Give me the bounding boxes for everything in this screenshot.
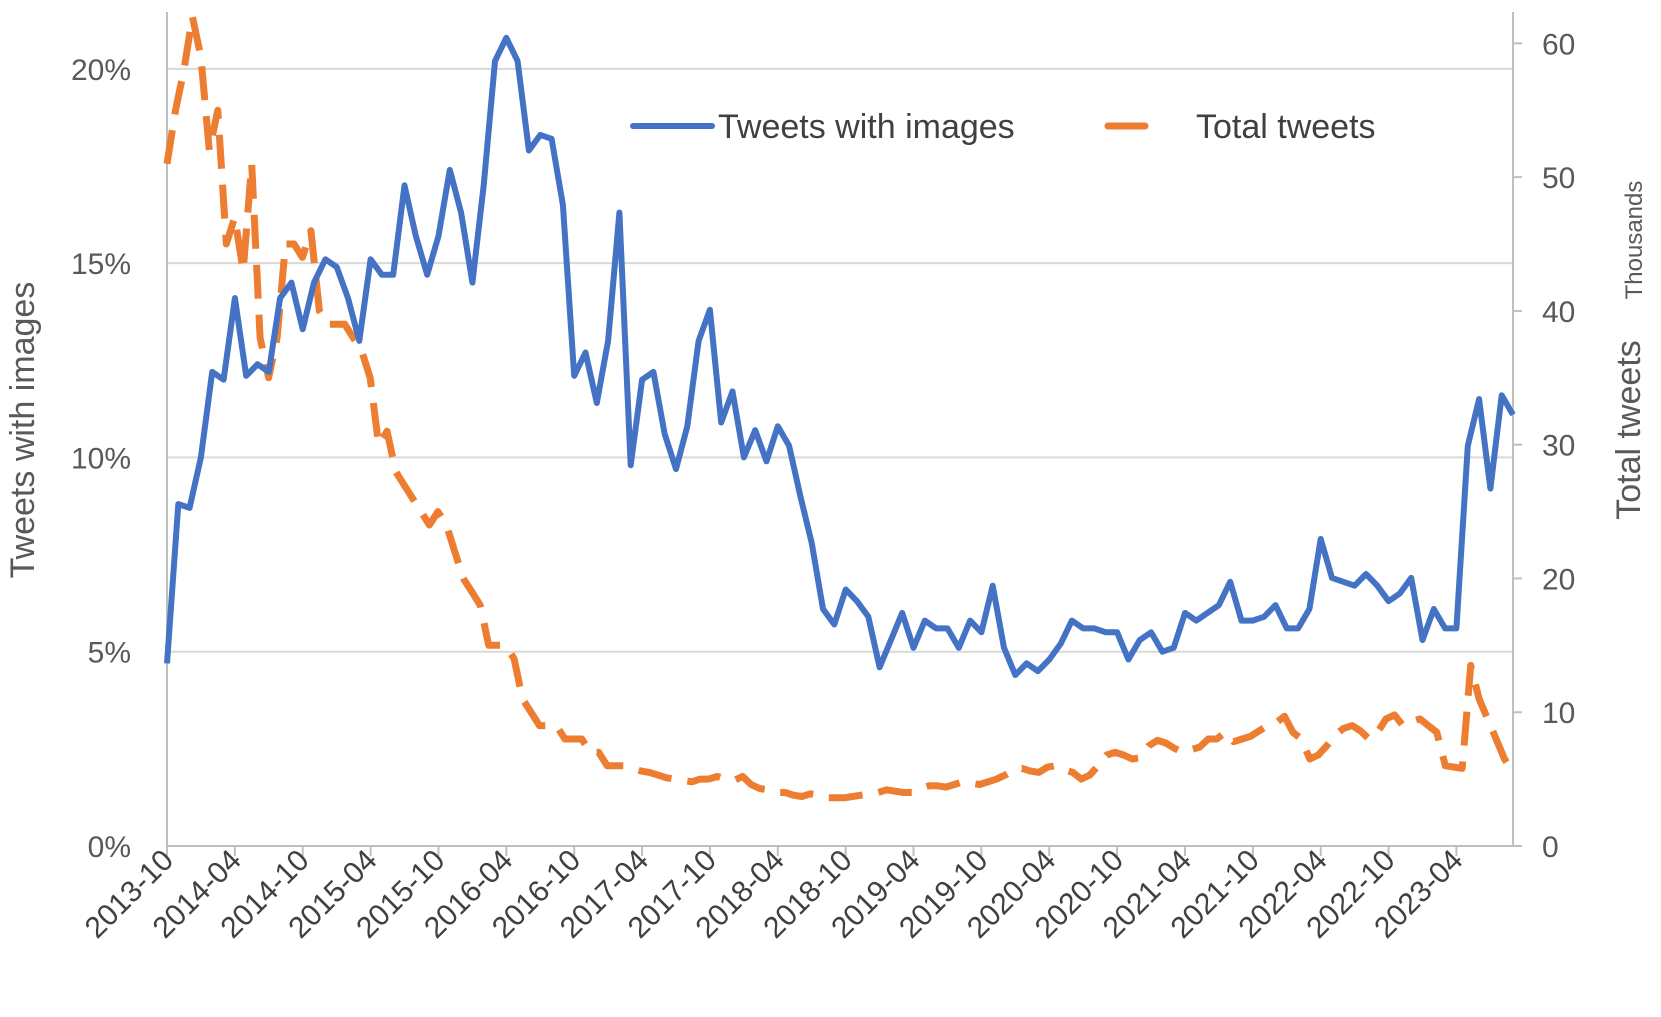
right-tick-label: 0 xyxy=(1542,831,1559,864)
left-tick-label: 10% xyxy=(71,442,131,475)
legend: Tweets with images Total tweets xyxy=(630,108,1376,146)
left-tick-label: 20% xyxy=(71,54,131,87)
right-axis-ticks: 0 10 20 30 40 50 60 xyxy=(1513,28,1575,864)
x-axis-ticks: 2013-102014-042014-102015-042015-102016-… xyxy=(79,844,1470,945)
right-tick-label: 30 xyxy=(1542,430,1575,463)
left-axis-ticks: 0% 5% 10% 15% 20% xyxy=(71,54,131,864)
right-tick-label: 60 xyxy=(1542,28,1575,61)
series-layer xyxy=(163,13,1516,802)
series-line-tweets-with-images xyxy=(164,34,1516,678)
right-axis-unit: Thousands xyxy=(1621,181,1648,300)
right-tick-label: 50 xyxy=(1542,162,1575,195)
right-tick-label: 10 xyxy=(1542,697,1575,730)
right-axis-title: Total tweets xyxy=(1610,340,1648,520)
series-line-total-tweets xyxy=(163,13,1516,802)
right-tick-label: 40 xyxy=(1542,296,1575,329)
left-tick-label: 15% xyxy=(71,248,131,281)
left-tick-label: 0% xyxy=(88,831,131,864)
legend-label-total: Total tweets xyxy=(1196,108,1376,146)
left-axis-title: Tweets with images xyxy=(4,282,42,579)
gridlines xyxy=(167,67,1513,653)
right-tick-label: 20 xyxy=(1542,563,1575,596)
legend-label-images: Tweets with images xyxy=(718,108,1015,146)
left-tick-label: 5% xyxy=(88,637,131,670)
